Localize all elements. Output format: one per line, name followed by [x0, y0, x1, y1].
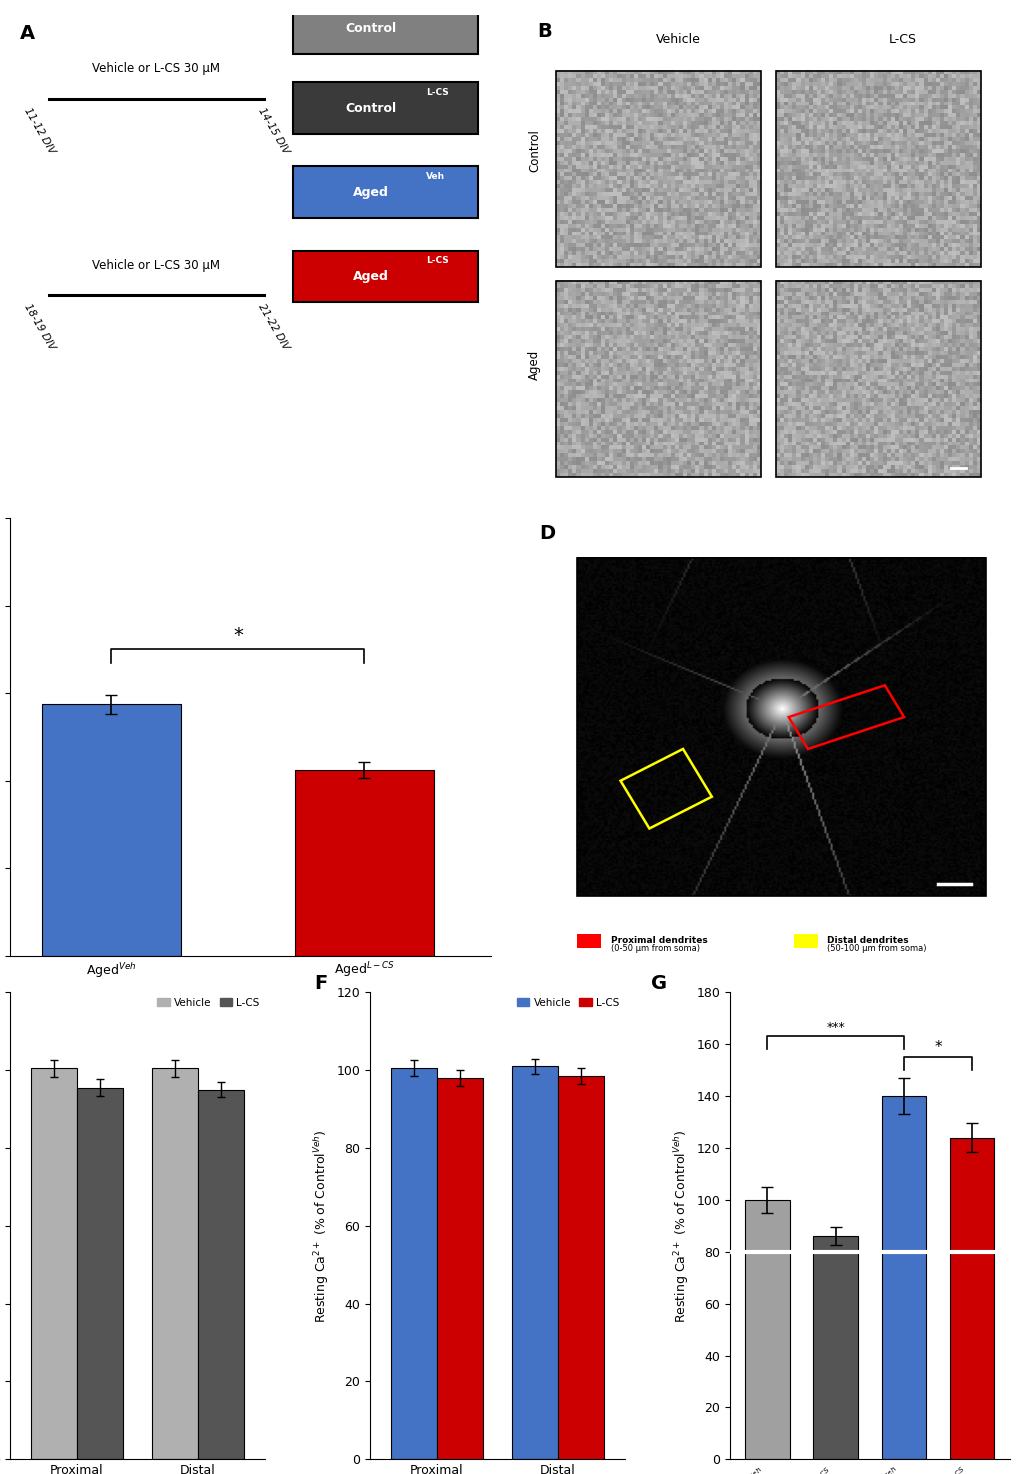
Bar — [292, 167, 478, 218]
Text: Vehicle or L-CS 30 μM: Vehicle or L-CS 30 μM — [93, 62, 220, 75]
Text: L-CS: L-CS — [426, 256, 448, 265]
Text: G: G — [651, 974, 666, 992]
Text: Proximal dendrites: Proximal dendrites — [610, 936, 707, 945]
Bar — [775, 282, 979, 478]
Text: Aged: Aged — [353, 186, 388, 199]
Text: (0-50 μm from soma): (0-50 μm from soma) — [610, 945, 699, 954]
Text: Control: Control — [345, 102, 396, 115]
Text: D: D — [538, 525, 554, 542]
Legend: Vehicle, L-CS: Vehicle, L-CS — [157, 998, 259, 1008]
Bar — [294, 769, 433, 955]
Text: *: * — [232, 626, 243, 646]
Text: A: A — [20, 24, 35, 43]
Bar — [76, 1088, 123, 1459]
Text: 11-12 DIV: 11-12 DIV — [22, 106, 57, 155]
Text: (50-100 μm from soma): (50-100 μm from soma) — [826, 945, 926, 954]
Text: L-CS: L-CS — [888, 34, 916, 46]
Bar — [292, 3, 478, 55]
Bar — [949, 1138, 994, 1459]
Text: L-CS: L-CS — [426, 88, 448, 97]
Text: Vehicle or L-CS 30 μM: Vehicle or L-CS 30 μM — [93, 258, 220, 271]
Text: Distal dendrites: Distal dendrites — [826, 936, 908, 945]
Text: F: F — [314, 974, 327, 992]
Text: 14-15 DIV: 14-15 DIV — [256, 106, 290, 155]
Text: Aged: Aged — [528, 349, 540, 380]
Bar — [880, 1097, 925, 1459]
Bar — [793, 935, 817, 948]
Bar — [42, 705, 180, 955]
Bar — [557, 1076, 603, 1459]
Y-axis label: Resting Ca$^{2+}$ (% of Control$^{Veh}$): Resting Ca$^{2+}$ (% of Control$^{Veh}$) — [312, 1129, 330, 1322]
Bar — [292, 251, 478, 302]
Bar — [555, 71, 760, 267]
Bar — [775, 71, 979, 267]
Bar — [198, 1089, 244, 1459]
Text: *: * — [933, 1039, 941, 1055]
Text: B: B — [536, 22, 551, 41]
Bar — [812, 1237, 857, 1459]
Text: Aged: Aged — [353, 270, 388, 283]
Bar — [577, 559, 984, 896]
Bar — [512, 1066, 557, 1459]
Text: ***: *** — [825, 1021, 844, 1033]
Text: Vehicle: Vehicle — [655, 34, 700, 46]
Bar — [152, 1069, 198, 1459]
Bar — [745, 1200, 789, 1459]
Bar — [577, 935, 601, 948]
Legend: Vehicle, L-CS: Vehicle, L-CS — [517, 998, 619, 1008]
Text: 21-22 DIV: 21-22 DIV — [256, 302, 290, 352]
Bar — [436, 1077, 482, 1459]
Text: Control: Control — [345, 22, 396, 35]
Y-axis label: Resting Ca$^{2+}$ (% of Control$^{Veh}$): Resting Ca$^{2+}$ (% of Control$^{Veh}$) — [672, 1129, 690, 1322]
Bar — [390, 1069, 436, 1459]
Text: Veh: Veh — [426, 172, 445, 181]
Text: Control: Control — [528, 128, 540, 171]
Bar — [31, 1069, 76, 1459]
Bar — [555, 282, 760, 478]
Bar — [292, 83, 478, 134]
Text: Veh: Veh — [426, 9, 445, 18]
Text: 18-19 DIV: 18-19 DIV — [22, 302, 57, 352]
